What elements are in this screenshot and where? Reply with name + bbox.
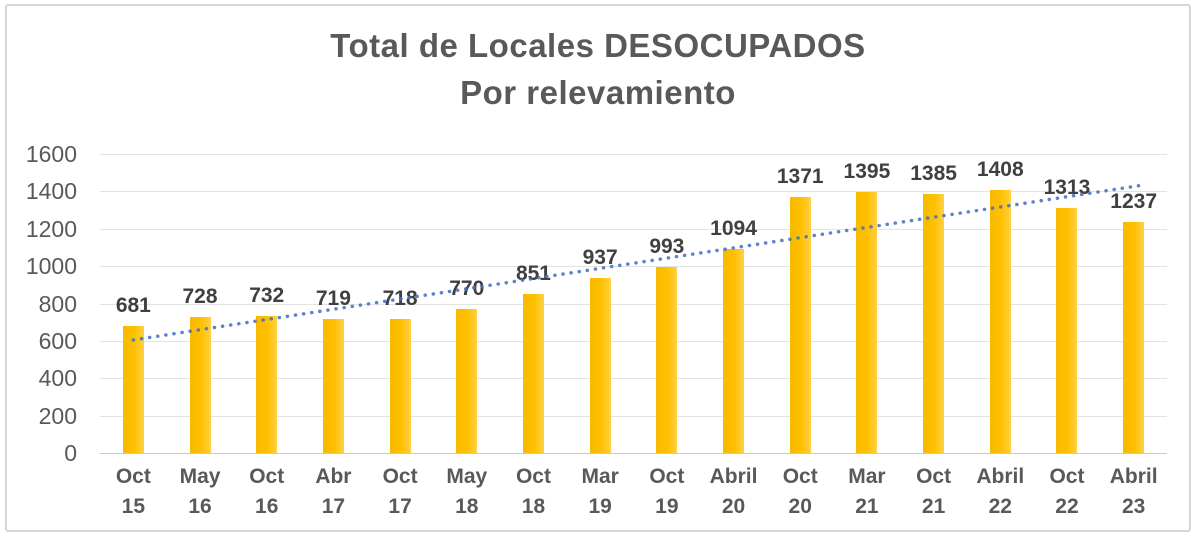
x-tick-label: Oct 21 [889,462,979,522]
gridline [100,453,1167,454]
x-tick-label-line: 19 [588,495,612,518]
y-tick-label: 1000 [25,253,77,280]
x-tick-label: Oct 16 [222,462,312,522]
bar [522,293,544,453]
x-tick-label: Abr 17 [288,462,378,522]
bar [789,196,811,453]
bar [723,248,745,453]
chart-frame: Total de Locales DESOCUPADOS Por relevam… [5,4,1191,532]
x-tick-label-line: 17 [321,495,346,518]
bar [322,318,344,453]
x-tick-label: Abril 23 [1089,462,1179,522]
x-tick-label-line: Oct [782,465,818,488]
x-tick-label-line: 21 [921,495,946,518]
bar [989,189,1011,453]
y-tick-label: 1200 [25,215,77,242]
x-tick-label-line: 23 [1121,495,1146,518]
x-tick-label-line: 19 [655,495,679,518]
bar-value-label: 1385 [910,162,957,186]
chart-title-line-1: Total de Locales DESOCUPADOS [330,27,866,64]
x-tick-label: May 18 [422,462,512,522]
x-tick-label: Abril 20 [689,462,779,522]
bar-value-label: 1371 [776,164,824,188]
x-tick-label-line: Mar [848,465,886,488]
x-tick-label-line: 17 [388,495,412,518]
x-tick-label-line: 18 [455,495,479,518]
bar [856,192,878,453]
x-tick-label-line: 22 [1055,495,1079,518]
x-tick-label-line: Oct [649,465,685,488]
x-tick-label-line: 16 [188,495,212,518]
bar [923,194,945,453]
chart-title-line-2: Por relevamiento [460,74,736,111]
x-tick-label-line: Oct [249,465,285,488]
x-tick-label-line: Abril [976,465,1025,488]
x-tick-label-line: May [446,465,488,488]
bar-value-label: 1395 [843,160,891,184]
y-tick-label: 200 [38,402,77,429]
bar [589,277,611,453]
bar [122,325,144,453]
x-tick-label-line: Oct [515,465,551,488]
x-tick-label: Mar 21 [822,462,912,522]
x-tick-label-line: 15 [121,495,146,518]
x-tick-label-line: May [179,465,221,488]
x-tick-label: Oct 19 [622,462,712,522]
y-tick-label: 600 [38,327,77,354]
bar-value-label: 1094 [710,216,757,240]
x-tick-label-line: Oct [382,465,418,488]
bar [189,316,211,453]
gridline [100,415,1167,417]
x-tick-label: Abril 22 [955,462,1045,522]
x-tick-label-line: Oct [916,465,952,488]
x-tick-label-line: 20 [788,495,812,518]
x-tick-label: Mar 19 [555,462,645,522]
gridline [100,378,1167,380]
plot-area: 0 200 400 600 800 1000 1200 1400 1600 681 Oct 15 728… [7,6,1193,534]
y-tick-label: 1600 [25,141,77,167]
x-tick-label-line: 16 [255,495,279,518]
x-tick-label-line: Mar [581,465,619,488]
bar-value-label: 1237 [1110,189,1158,213]
bar [1123,221,1145,453]
x-tick-label: May 16 [155,462,245,522]
x-tick-label: Oct 22 [1022,462,1112,522]
x-tick-label-line: 22 [988,495,1012,518]
x-tick-label: Oct 15 [88,462,178,522]
x-tick-label-line: Abr [315,465,352,488]
y-tick-label: 400 [38,365,77,392]
x-tick-label: Oct 17 [355,462,445,522]
x-tick-label: Oct 18 [488,462,578,522]
x-tick-label-line: Abril [709,465,758,488]
bar [389,318,411,453]
y-tick-label: 0 [64,440,77,466]
bar [1056,207,1078,453]
x-tick-label-line: Oct [1049,465,1085,488]
bar [656,267,678,453]
bar [456,309,478,453]
x-tick-label: Oct 20 [755,462,845,522]
x-tick-label-line: 21 [855,495,879,518]
bar [256,316,278,453]
x-tick-label-line: 20 [721,495,746,518]
y-tick-label: 800 [38,290,77,317]
chart-title: Total de Locales DESOCUPADOS Por relevam… [7,22,1189,116]
x-tick-label-line: Oct [115,465,151,488]
x-tick-label-line: Abril [1109,465,1158,488]
gridline [100,154,1167,155]
x-tick-label-line: 18 [521,495,546,518]
bar-value-label: 1408 [976,157,1024,181]
y-tick-label: 1400 [25,178,77,205]
